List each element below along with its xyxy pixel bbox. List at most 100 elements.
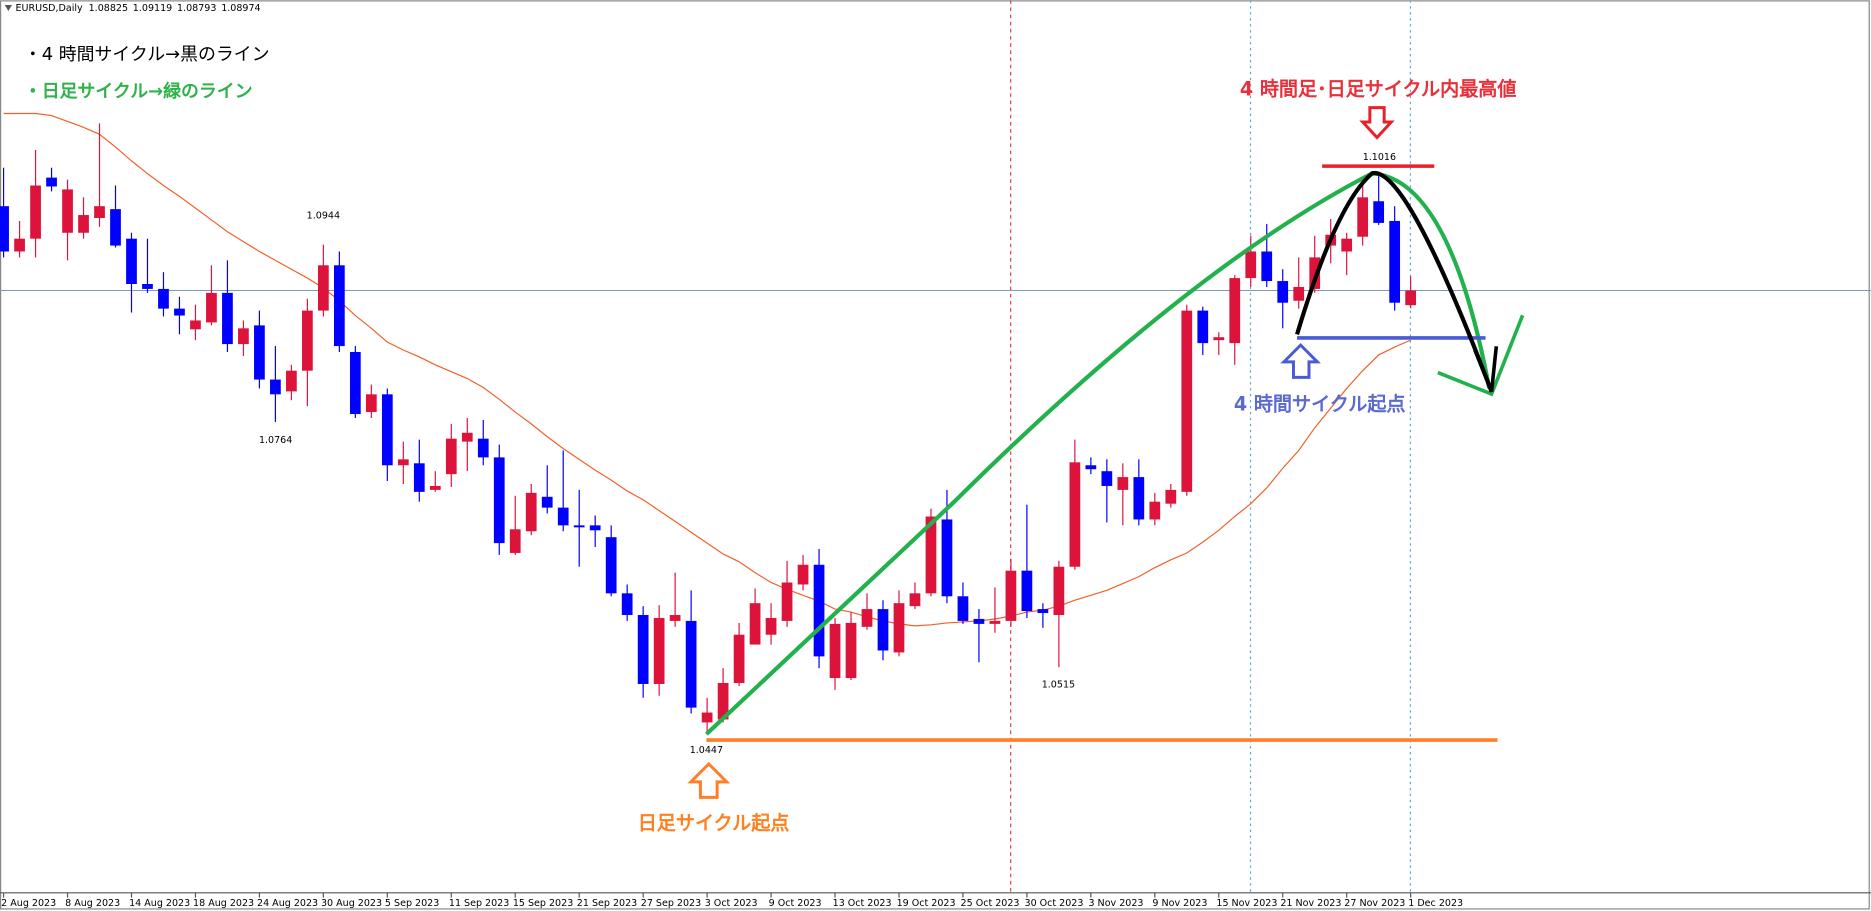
candle-body xyxy=(749,603,761,645)
candle-body xyxy=(605,537,617,594)
candle-body xyxy=(30,185,41,239)
candle-body xyxy=(829,623,841,679)
candle-body xyxy=(541,496,553,508)
x-tick-label: 8 Aug 2023 xyxy=(65,898,120,909)
x-tick-label: 15 Nov 2023 xyxy=(1216,898,1277,909)
x-tick-label: 3 Oct 2023 xyxy=(705,898,758,909)
candle-body xyxy=(254,325,265,380)
candle-body xyxy=(733,634,745,683)
candle-body xyxy=(557,507,569,526)
high-label: 1.1016 xyxy=(1363,152,1396,163)
candle-body xyxy=(1245,251,1257,279)
candle-body xyxy=(365,394,377,413)
candle-body xyxy=(1101,471,1113,486)
high-label: 1.0944 xyxy=(307,211,340,222)
candle-body xyxy=(174,308,185,316)
h4-cycle-curve xyxy=(1295,171,1494,393)
candle-body xyxy=(493,457,505,544)
candle-body xyxy=(621,593,633,616)
candle-body xyxy=(717,682,729,720)
candle-body xyxy=(685,620,697,708)
candle-body xyxy=(1053,566,1065,616)
candle-body xyxy=(1165,489,1177,504)
candle-body xyxy=(78,215,89,233)
x-tick-label: 19 Oct 2023 xyxy=(897,898,956,909)
x-tick-label: 9 Oct 2023 xyxy=(769,898,822,909)
candle-body xyxy=(302,310,313,371)
symbol: EURUSD,Daily xyxy=(16,3,83,14)
h4-cycle-arrowhead xyxy=(1473,346,1499,393)
candle-body xyxy=(1213,337,1225,341)
note-peak: 4 時間足･日足サイクル内最高値 xyxy=(1240,78,1517,101)
candle-body xyxy=(573,525,585,528)
candle-body xyxy=(349,351,361,415)
candle-body xyxy=(333,265,345,347)
daily-cycle-arrowhead xyxy=(1437,314,1525,397)
candle-body xyxy=(413,463,425,492)
candle-body xyxy=(14,238,25,252)
candle-body xyxy=(46,177,57,187)
candle-body xyxy=(270,379,281,395)
low-label: 1.0447 xyxy=(690,745,723,756)
candle-body xyxy=(445,438,457,475)
candle-body xyxy=(1069,462,1081,567)
header-high: 1.09119 xyxy=(133,3,172,14)
x-tick-label: 1 Dec 2023 xyxy=(1408,898,1463,909)
candle-body xyxy=(877,609,889,651)
chart-header: EURUSD,Daily 1.08825 1.09119 1.08793 1.08974 xyxy=(16,3,261,14)
daily-start-arrow xyxy=(687,761,731,799)
candle-body xyxy=(637,615,649,684)
candle-body xyxy=(477,438,489,458)
candle-body xyxy=(909,593,921,607)
candle-body xyxy=(1261,251,1273,282)
peak-arrow xyxy=(1359,106,1395,140)
candle-body xyxy=(701,712,713,723)
candle-body xyxy=(765,617,777,635)
candle-body xyxy=(1133,477,1145,520)
candle-body xyxy=(925,516,937,594)
x-tick-label: 11 Sep 2023 xyxy=(449,898,509,909)
x-tick-label: 14 Aug 2023 xyxy=(129,898,190,909)
candle-body xyxy=(142,284,153,289)
x-tick-label: 5 Sep 2023 xyxy=(385,898,439,909)
x-tick-label: 2 Aug 2023 xyxy=(1,898,56,909)
candle-body xyxy=(317,265,329,311)
candle-body xyxy=(110,209,121,246)
candle-body xyxy=(1149,501,1161,520)
x-tick-label: 30 Aug 2023 xyxy=(321,898,382,909)
candle-body xyxy=(1117,477,1129,490)
candle-body xyxy=(989,620,1001,624)
candle-body xyxy=(1037,609,1049,614)
x-tick-label: 27 Nov 2023 xyxy=(1344,898,1405,909)
candle-body xyxy=(1277,281,1289,303)
candle-body xyxy=(238,328,249,345)
moving-average xyxy=(3,112,1411,627)
candle-body xyxy=(941,519,953,597)
candle-body xyxy=(1373,201,1385,223)
candle-body xyxy=(1357,197,1369,237)
x-tick-label: 30 Oct 2023 xyxy=(1025,898,1084,909)
candle-body xyxy=(653,617,665,684)
candle-body xyxy=(62,189,73,233)
x-tick-label: 9 Nov 2023 xyxy=(1152,898,1207,909)
candle-body xyxy=(222,292,233,345)
candle-body xyxy=(1085,465,1097,470)
candle-body xyxy=(1229,278,1241,344)
candle-body xyxy=(429,485,441,490)
candle-body xyxy=(1405,290,1417,306)
note-black: ・4 時間サイクル→黒のライン xyxy=(24,44,270,65)
candle-body xyxy=(1293,286,1305,301)
candle-body xyxy=(893,603,905,653)
header-open: 1.08825 xyxy=(89,3,128,14)
x-tick-label: 15 Sep 2023 xyxy=(513,898,573,909)
candle-body xyxy=(797,564,809,585)
candle-body xyxy=(206,292,217,323)
candle-body xyxy=(286,370,297,392)
candle-body xyxy=(1021,570,1033,612)
candle-body xyxy=(589,525,601,531)
note-h4-start: 4 時間サイクル起点 xyxy=(1234,393,1406,416)
candle-body xyxy=(973,618,985,624)
candle-body xyxy=(1309,257,1321,289)
